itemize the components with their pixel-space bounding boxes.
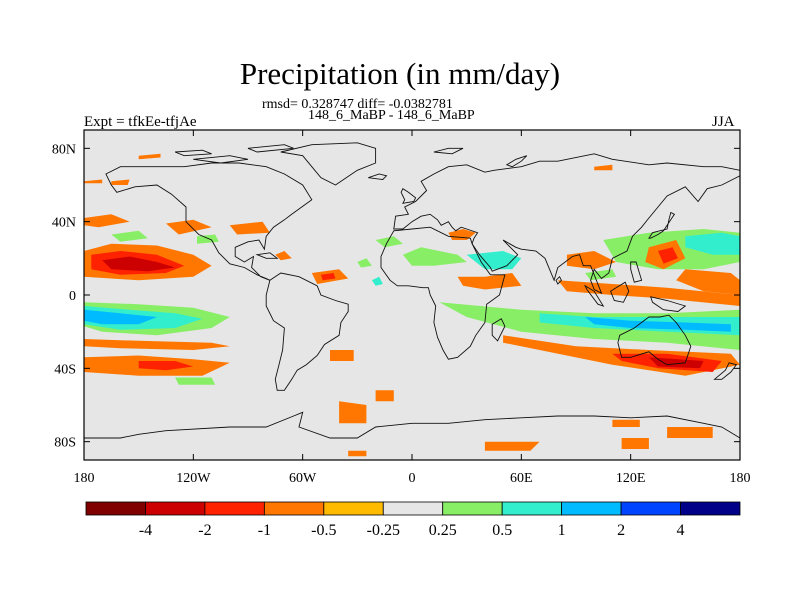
x-tick-label: 0 [409, 471, 416, 486]
anomaly-n-africa-wet-1 [402, 247, 467, 266]
anomaly-s-america-dry-1 [339, 401, 367, 424]
season-label: JJA [712, 114, 735, 130]
anomaly-siberia-dry [594, 164, 613, 171]
subtitle-label: 148_6_MaBP - 148_6_MaBP [308, 108, 475, 123]
anomaly-n-pacific-dry-30n [84, 214, 130, 228]
anomaly-s-pacific-dry-band-2-core [138, 361, 194, 371]
anomaly-s-america-dry-2 [375, 390, 394, 402]
antarctica-outline [84, 411, 740, 460]
anomaly-subtropical-n-pacific-dry-max [102, 256, 176, 272]
anomaly-n-pacific-wet-patch [111, 230, 148, 242]
madagascar-outline [491, 318, 506, 342]
anomaly-s-pacific-dry-band-1 [84, 339, 230, 350]
anomaly-s-ocean-dry-4 [348, 450, 367, 457]
y-tick-label: 80S [54, 436, 76, 451]
axis-ticks: 180 120W 60W 0 60E 120E 180 80N 40N 0 40S 80S [52, 130, 751, 486]
uk-outline [400, 188, 417, 204]
south-america-outline [265, 272, 349, 391]
y-tick-label: 80N [52, 142, 76, 157]
x-tick-label: 120W [176, 471, 211, 486]
x-tick-label: 180 [730, 471, 751, 486]
anomaly-s-ocean-dry-3 [667, 427, 713, 438]
anomaly-arctic-dry-2 [84, 179, 103, 184]
anomaly-arctic-dry-3 [111, 179, 130, 185]
anomaly-s-pacific-wet-band-core [84, 309, 157, 325]
anomaly-n-america-dry-patch [229, 221, 270, 235]
anomaly-atlantic-wet-small [357, 258, 372, 268]
anomaly-s-indian-wet-band-core [585, 317, 731, 332]
coastline-layer [84, 142, 740, 460]
anomaly-n-indian-dry-band [557, 280, 740, 306]
sri-lanka-outline [555, 275, 562, 285]
x-tick-label: 60W [289, 471, 317, 486]
anomaly-e-atlantic-dry-core [320, 273, 336, 281]
arctic-island-2 [247, 144, 294, 153]
anomaly-n-pacific-dry-patch-2 [166, 219, 212, 235]
australia-outline [617, 314, 692, 366]
anomaly-arctic-dry-1 [138, 153, 161, 160]
north-america-outline [105, 162, 313, 281]
taiwan-philippines-outline [630, 261, 643, 283]
arctic-island-1 [193, 155, 249, 164]
page-title: Precipitation (in mm/day) [239, 56, 561, 91]
anomaly-s-ocean-dry-2 [621, 438, 649, 449]
anomaly-layer [84, 153, 740, 457]
africa-outline [380, 226, 506, 360]
anomaly-s-america-dry-3 [330, 350, 354, 361]
anomaly-n-america-dry-small [275, 251, 292, 261]
anomaly-w-africa-wet [371, 276, 383, 286]
eurasia-africa-outline [393, 153, 740, 295]
anomaly-s-ocean-dry-5 [612, 419, 640, 427]
japan-outline [648, 211, 676, 239]
anomaly-s-pacific-wet-small [175, 377, 216, 385]
x-tick-label: 60E [510, 471, 533, 486]
arctic-island-3 [174, 149, 212, 157]
x-tick-label: 120E [616, 471, 646, 486]
iceland-outline [368, 173, 388, 180]
anomaly-n-atlantic-wet [375, 236, 403, 248]
anomaly-s-indian-dry-band-max [648, 357, 704, 369]
greenland-outline [280, 142, 377, 186]
anomaly-nw-pacific-dry-2 [676, 269, 740, 295]
anomaly-e-pacific-wet-patch [197, 234, 219, 244]
sumatra-outline [584, 284, 605, 307]
anomaly-nw-pacific-wet-mid [685, 232, 740, 255]
anomaly-s-ocean-dry-1 [484, 441, 540, 451]
svalbard-outline [433, 147, 464, 155]
caribbean-outline [255, 252, 279, 259]
anomaly-n-indian-dry-band-2 [457, 273, 522, 290]
anomaly-nw-pacific-dry-1-core [658, 247, 678, 264]
y-tick-label: 40S [54, 362, 76, 377]
new-zealand-outline [713, 362, 738, 380]
new-guinea-outline [650, 296, 687, 312]
novaya-zemlya-outline [505, 155, 528, 168]
y-tick-label: 0 [69, 289, 76, 304]
borneo-outline [610, 281, 630, 303]
experiment-label: Expt = tfkEe-tfjAe [84, 114, 197, 130]
y-tick-label: 40N [52, 216, 76, 231]
stats-label: rmsd= 0.328747 diff= -0.0382781 [262, 97, 453, 112]
x-tick-label: 180 [74, 471, 95, 486]
anomaly-nw-pacific-dry-3 [566, 251, 617, 270]
